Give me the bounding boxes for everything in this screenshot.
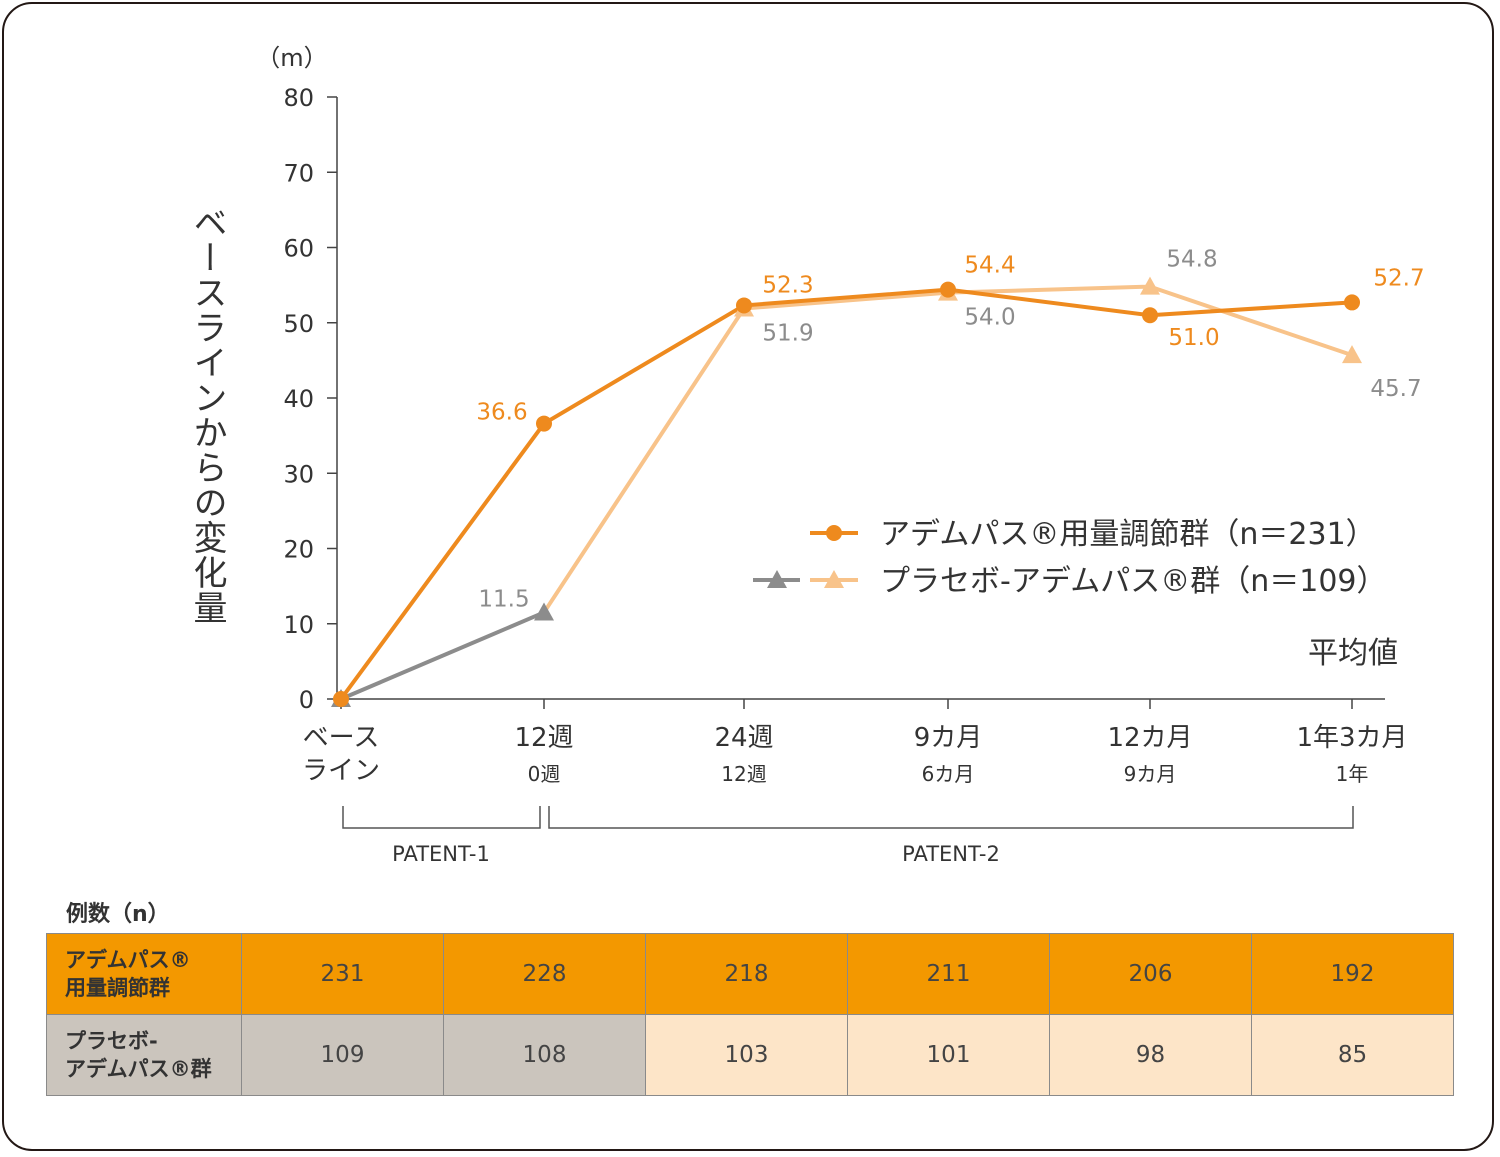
adempas-point xyxy=(536,415,552,432)
x-tick-sublabel: 0週 xyxy=(528,762,561,786)
table-row: アデムパス® 用量調節群 231 228 218 211 206 192 xyxy=(46,933,1454,1015)
counts-table: アデムパス® 用量調節群 231 228 218 211 206 192 プラセ… xyxy=(46,933,1454,1096)
study-label: PATENT-1 xyxy=(392,842,490,866)
row-label-line: プラセボ- xyxy=(65,1029,158,1053)
legend-placebo-label: プラセボ-アデムパス®群（n＝109） xyxy=(880,564,1387,599)
x-tick-label: 12カ月 xyxy=(1107,723,1192,753)
table-cell: 108 xyxy=(443,1014,646,1096)
study-label: PATENT-2 xyxy=(902,842,1000,866)
y-tick-label: 80 xyxy=(283,84,314,112)
placebo-point xyxy=(1342,345,1362,364)
table-cell: 231 xyxy=(241,933,444,1015)
x-tick-label: 24週 xyxy=(714,723,773,753)
patent-1-bracket xyxy=(342,806,541,829)
legend-placebo-marker-orange xyxy=(824,570,844,588)
y-tick-label: 0 xyxy=(299,686,314,714)
table-row: プラセボ- アデムパス®群 109 108 103 101 98 85 xyxy=(46,1014,1454,1096)
legend-adempas-label: アデムパス®用量調節群（n＝231） xyxy=(880,517,1376,552)
adempas-data-label: 36.6 xyxy=(476,400,527,426)
y-unit-label: （m） xyxy=(256,44,327,72)
placebo-point xyxy=(1140,276,1160,295)
table-cell: 206 xyxy=(1049,933,1252,1015)
patent-2-bracket xyxy=(548,806,1354,829)
adempas-point xyxy=(333,691,349,707)
x-tick-sublabel: 6カ月 xyxy=(922,762,975,786)
table-cell: 85 xyxy=(1251,1014,1454,1096)
y-tick-label: 20 xyxy=(283,536,314,564)
adempas-point xyxy=(940,281,956,298)
x-tick-sublabel: 1年 xyxy=(1336,762,1369,786)
table-cell: 192 xyxy=(1251,933,1454,1015)
x-tick-label: ライン xyxy=(302,756,380,786)
adempas-data-label: 52.3 xyxy=(762,272,813,298)
table-cell: 218 xyxy=(645,933,848,1015)
y-tick-label: 10 xyxy=(283,611,314,639)
y-tick-label: 60 xyxy=(283,235,314,263)
x-tick-sublabel: 9カ月 xyxy=(1124,762,1177,786)
row-label-line: 用量調節群 xyxy=(65,976,170,1000)
y-axis-title: ベースラインからの変化量 xyxy=(187,205,227,625)
table-cell: 103 xyxy=(645,1014,848,1096)
adempas-data-label: 51.0 xyxy=(1168,325,1219,351)
placebo-point xyxy=(534,602,554,621)
adempas-data-label: 54.4 xyxy=(964,253,1015,279)
table-cell: 211 xyxy=(847,933,1050,1015)
x-tick-label: 12週 xyxy=(514,723,573,753)
adempas-point xyxy=(736,297,752,314)
table-cell: 98 xyxy=(1049,1014,1252,1096)
counts-title: 例数（n） xyxy=(66,902,170,927)
x-tick-label: 1年3カ月 xyxy=(1296,723,1407,753)
legend-placebo-marker-gray xyxy=(767,570,787,588)
y-tick-label: 30 xyxy=(283,460,314,488)
statistic-label: 平均値 xyxy=(1308,636,1398,671)
placebo-line-patent1 xyxy=(340,610,545,701)
row-label: プラセボ- アデムパス®群 xyxy=(46,1014,242,1096)
legend-adempas-marker xyxy=(826,525,842,541)
row-label: アデムパス® 用量調節群 xyxy=(46,933,242,1015)
adempas-point xyxy=(1142,307,1158,324)
table-cell: 228 xyxy=(443,933,646,1015)
adempas-data-label: 52.7 xyxy=(1373,265,1424,291)
placebo-data-label: 45.7 xyxy=(1370,376,1421,402)
y-tick-label: 70 xyxy=(283,159,314,187)
y-tick-label: 50 xyxy=(283,310,314,338)
table-cell: 101 xyxy=(847,1014,1050,1096)
placebo-data-label: 54.8 xyxy=(1166,247,1217,273)
placebo-data-label: 54.0 xyxy=(964,305,1015,331)
adempas-line xyxy=(339,287,1353,701)
y-tick-label: 40 xyxy=(283,385,314,413)
placebo-data-label: 11.5 xyxy=(478,586,529,612)
x-tick-sublabel: 12週 xyxy=(721,762,766,786)
row-label-line: アデムパス®群 xyxy=(65,1057,212,1081)
table-cell: 109 xyxy=(241,1014,444,1096)
x-tick-label: 9カ月 xyxy=(914,723,983,753)
placebo-data-label: 51.9 xyxy=(762,320,813,346)
row-label-line: アデムパス® xyxy=(65,948,191,972)
x-tick-label: ベース xyxy=(303,723,380,753)
adempas-point xyxy=(1344,294,1360,311)
